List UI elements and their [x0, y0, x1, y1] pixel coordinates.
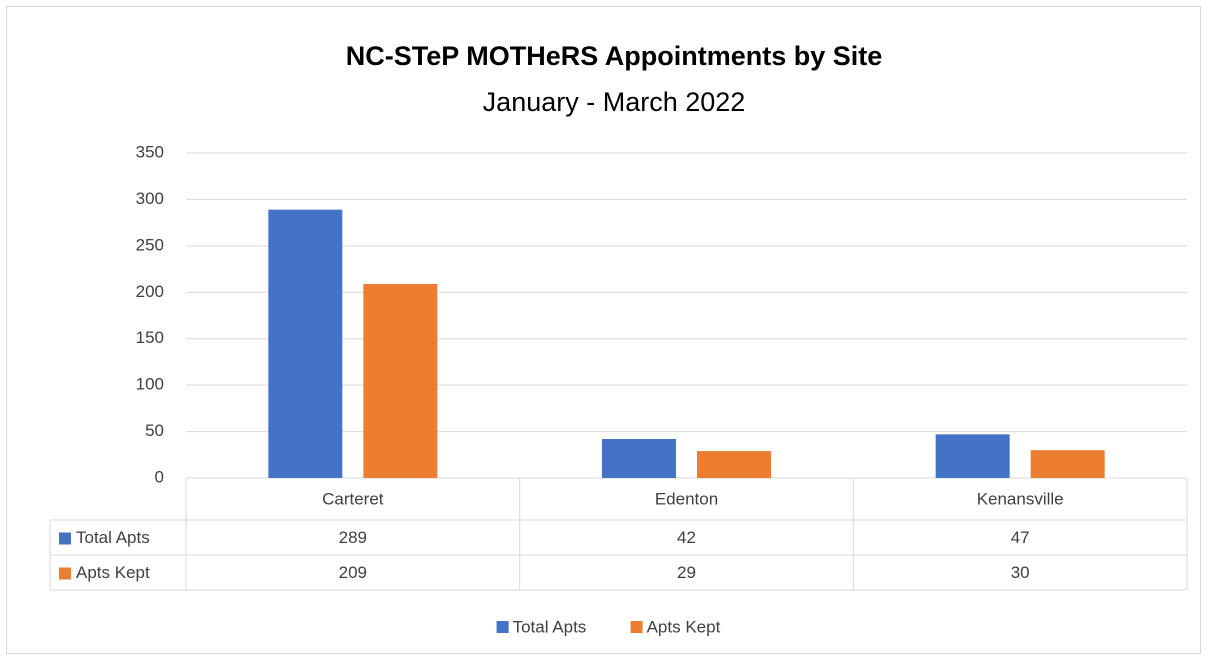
bar	[602, 439, 676, 478]
x-tick-label: Edenton	[655, 489, 718, 508]
table-value: 209	[339, 563, 367, 582]
table-value: 29	[677, 563, 696, 582]
x-tick-label: Kenansville	[977, 489, 1064, 508]
legend-label: Total Apts	[513, 617, 587, 636]
y-tick-label: 300	[136, 189, 164, 208]
y-tick-label: 350	[136, 142, 164, 161]
bar	[697, 451, 771, 478]
x-tick-label: Carteret	[322, 489, 384, 508]
y-tick-label: 250	[136, 235, 164, 254]
bar	[935, 434, 1010, 478]
bar	[268, 209, 343, 478]
legend-key	[630, 621, 643, 633]
table-row-label: Total Apts	[76, 528, 150, 547]
chart-subtitle: January - March 2022	[483, 87, 746, 117]
bar	[363, 283, 438, 478]
y-tick-label: 200	[136, 282, 164, 301]
legend-label: Apts Kept	[647, 617, 721, 636]
y-tick-label: 50	[145, 421, 164, 440]
table-value: 289	[339, 528, 367, 547]
bar	[1030, 450, 1105, 478]
table-value: 47	[1011, 528, 1030, 547]
chart-title: NC-STeP MOTHeRS Appointments by Site	[346, 41, 883, 71]
table-row-label: Apts Kept	[76, 563, 150, 582]
table-value: 30	[1011, 563, 1030, 582]
chart-border	[6, 6, 1201, 654]
y-tick-label: 150	[136, 328, 164, 347]
legend-key	[496, 621, 509, 633]
table-key	[59, 567, 71, 580]
table-value: 42	[677, 528, 696, 547]
y-tick-label: 100	[136, 375, 164, 394]
table-key	[59, 532, 71, 545]
y-tick-label: 0	[155, 467, 164, 486]
